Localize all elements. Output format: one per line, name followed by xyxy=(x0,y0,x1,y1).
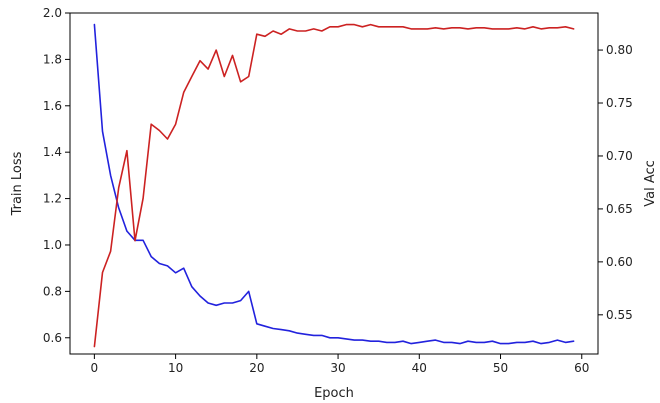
left-y-axis-label: Train Loss xyxy=(10,151,25,216)
left-y-axis-ticks: 0.6 0.8 1.0 1.2 1.4 1.6 1.8 2.0 xyxy=(43,6,70,345)
left-y-tick-label: 1.8 xyxy=(43,52,62,66)
x-tick-label: 60 xyxy=(574,361,589,375)
left-y-tick-label: 1.0 xyxy=(43,238,62,252)
right-y-tick-label: 0.65 xyxy=(606,202,633,216)
x-tick-label: 40 xyxy=(412,361,427,375)
right-y-tick-label: 0.55 xyxy=(606,308,633,322)
x-tick-label: 0 xyxy=(91,361,99,375)
x-tick-label: 10 xyxy=(168,361,183,375)
right-y-tick-label: 0.70 xyxy=(606,149,633,163)
x-axis-ticks: 0 10 20 30 40 50 60 xyxy=(91,354,589,375)
left-y-tick-label: 2.0 xyxy=(43,6,62,20)
train-loss-line xyxy=(93,23,575,345)
right-y-tick-label: 0.80 xyxy=(606,43,633,57)
right-y-axis-label: Val Acc xyxy=(643,160,658,207)
right-y-axis-ticks: 0.55 0.60 0.65 0.70 0.75 0.80 xyxy=(598,43,633,322)
x-tick-label: 30 xyxy=(330,361,345,375)
plot-frame xyxy=(69,12,599,355)
left-y-tick-label: 0.8 xyxy=(43,284,62,298)
x-tick-label: 50 xyxy=(493,361,508,375)
val-acc-line xyxy=(93,23,575,348)
x-tick-label: 20 xyxy=(249,361,264,375)
left-y-tick-label: 1.6 xyxy=(43,99,62,113)
left-y-tick-label: 0.6 xyxy=(43,331,62,345)
x-axis-label: Epoch xyxy=(314,386,354,401)
left-y-tick-label: 1.4 xyxy=(43,145,62,159)
right-y-tick-label: 0.75 xyxy=(606,96,633,110)
right-y-tick-label: 0.60 xyxy=(606,255,633,269)
series-lines xyxy=(93,23,575,348)
left-y-tick-label: 1.2 xyxy=(43,192,62,206)
